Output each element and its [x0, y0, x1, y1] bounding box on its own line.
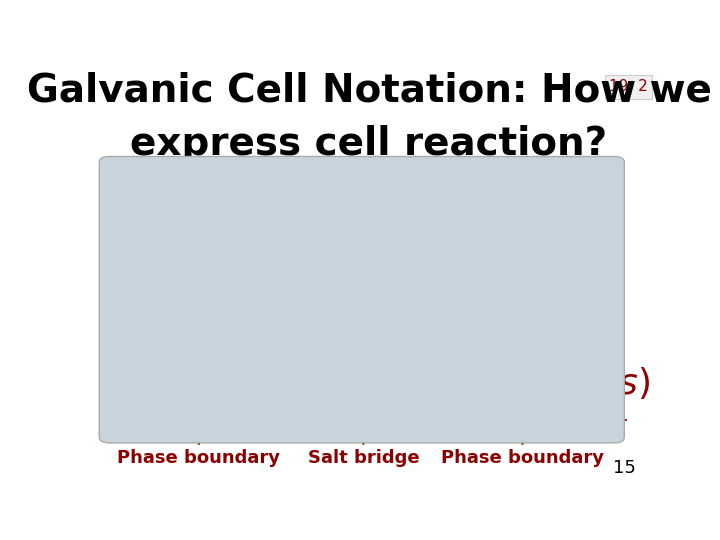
Text: $|$: $|$: [521, 363, 531, 402]
Text: $\mathrm{Cu}(s)$: $\mathrm{Cu}(s)$: [556, 365, 650, 401]
Text: $\mathrm{Cu}^{2-}\ (1\ \mathit{M})$: $\mathrm{Cu}^{2-}\ (1\ \mathit{M})$: [396, 362, 597, 403]
Text: $\mathrm{Zn}(s)$: $\mathrm{Zn}(s)$: [125, 365, 218, 401]
Text: Salt bridge: Salt bridge: [307, 449, 419, 467]
Text: Phase boundary: Phase boundary: [441, 449, 604, 467]
Text: $\|$: $\|$: [360, 363, 376, 402]
Text: 19. 2: 19. 2: [609, 79, 648, 94]
Text: $|$: $|$: [197, 363, 207, 402]
Text: Cathode: Cathode: [452, 306, 536, 324]
Text: Galvanic Cell Notation: How we: Galvanic Cell Notation: How we: [27, 71, 711, 109]
Text: $\mathrm{Zn}^{2+}\ (1\ \mathit{M})$: $\mathrm{Zn}^{2+}\ (1\ \mathit{M})$: [233, 362, 433, 403]
Text: Anode: Anode: [200, 306, 264, 324]
Text: Phase boundary: Phase boundary: [117, 449, 280, 467]
Text: 15: 15: [613, 460, 636, 477]
Text: express cell reaction?: express cell reaction?: [130, 125, 608, 163]
FancyBboxPatch shape: [99, 157, 624, 443]
